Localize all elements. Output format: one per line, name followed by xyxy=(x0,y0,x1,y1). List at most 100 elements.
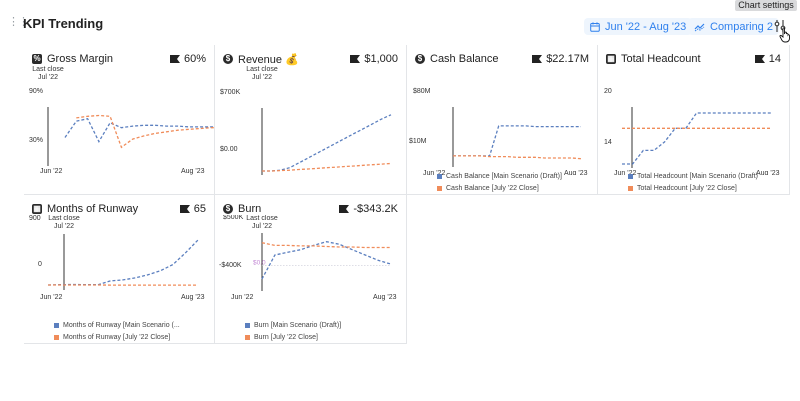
kpi-card-header: ▦ Months of Runway 65 xyxy=(32,202,206,216)
kpi-value-group: $1,000 xyxy=(350,53,398,65)
legend-swatch xyxy=(245,335,250,340)
date-range-button[interactable]: Jun '22 - Aug '23 xyxy=(584,18,693,35)
chart-legend: Burn [Main Scenario (Draft)] Burn [July '… xyxy=(245,321,341,345)
x-tick-label: Aug '23 xyxy=(181,168,205,175)
grid-icon: ▦ xyxy=(32,204,42,214)
series-line-close[interactable] xyxy=(261,242,391,249)
y-tick-label: $10M xyxy=(409,138,427,145)
series-line-main[interactable] xyxy=(622,112,771,165)
kpi-card-header: $ Burn -$343.2K xyxy=(223,202,398,216)
date-range-label: Jun '22 - Aug '23 xyxy=(605,20,687,33)
series-line-main[interactable] xyxy=(453,125,581,157)
compare-icon xyxy=(694,23,705,31)
y-tick-label: 900 xyxy=(29,215,41,222)
legend-item[interactable]: Cash Balance [July '22 Close] xyxy=(437,184,562,193)
x-tick-label: Aug '23 xyxy=(564,170,588,175)
x-tick-label: Aug '23 xyxy=(373,294,397,301)
legend-label: Months of Runway [Main Scenario (... xyxy=(63,322,180,329)
legend-item[interactable]: Total Headcount [July '22 Close] xyxy=(628,184,758,193)
hand-cursor-icon xyxy=(779,27,790,43)
dollar-icon: $ xyxy=(223,204,233,214)
drag-handle-icon[interactable]: ⋮⋮ xyxy=(8,16,29,28)
last-close-label: Jul '22 xyxy=(54,223,74,230)
legend-item[interactable]: Months of Runway [Main Scenario (... xyxy=(54,321,180,330)
y-tick-label: 20 xyxy=(604,88,612,95)
kpi-card-burn[interactable]: $ Burn -$343.2K $500K -$400K Jun '22 Aug '23 La… xyxy=(215,195,407,344)
legend-item[interactable]: Burn [July '22 Close] xyxy=(245,333,341,342)
kpi-name: Gross Margin xyxy=(47,53,114,65)
kpi-value: 60% xyxy=(183,53,206,65)
last-close-label: Last close xyxy=(48,215,80,222)
y-tick-label: $700K xyxy=(220,89,241,96)
last-close-label: Jul '22 xyxy=(252,223,272,230)
flag-icon xyxy=(754,55,765,63)
kpi-value: 14 xyxy=(768,53,781,65)
legend-swatch xyxy=(54,335,59,340)
legend-swatch xyxy=(437,186,442,191)
kpi-card-header: $ Revenue 💰 $1,000 xyxy=(223,52,398,66)
y-tick-label: $500K xyxy=(223,215,244,221)
kpi-name: Revenue 💰 xyxy=(238,53,299,66)
comparing-button[interactable]: Comparing 2 xyxy=(688,18,779,35)
series-line-close[interactable] xyxy=(453,155,582,160)
x-tick-label: Jun '22 xyxy=(614,170,636,175)
legend-swatch xyxy=(245,323,250,328)
kpi-card-months-of-runway[interactable]: ▦ Months of Runway 65 900 0 Jun '22 Aug '23 Las… xyxy=(24,195,215,344)
x-tick-label: Jun '22 xyxy=(40,168,62,175)
series-line-close[interactable] xyxy=(262,162,392,172)
series-line-main[interactable] xyxy=(262,114,392,172)
series-line-main[interactable] xyxy=(261,241,392,280)
legend-item[interactable]: Cash Balance [Main Scenario (Draft)] xyxy=(437,172,562,181)
calendar-icon xyxy=(590,21,600,32)
legend-label: Total Headcount [Main Scenario (Draft) xyxy=(637,173,758,180)
kpi-chart[interactable]: 20 14 Jun '22 Aug '23 xyxy=(598,65,790,175)
flag-icon xyxy=(169,55,180,63)
series-line-close[interactable] xyxy=(76,114,215,149)
kpi-card-total-headcount[interactable]: ▦ Total Headcount 14 20 14 Jun '22 Aug '23 Tota… xyxy=(598,45,790,195)
series-line-main[interactable] xyxy=(47,239,199,286)
y-tick-label: -$400K xyxy=(219,262,242,269)
x-tick-label: Aug '23 xyxy=(181,294,205,301)
kpi-name: Burn xyxy=(238,203,262,215)
kpi-card-cash-balance[interactable]: $ Cash Balance $22.17M $80M $10M Jun '22 Aug '… xyxy=(407,45,598,195)
y-tick-label: 0 xyxy=(38,261,42,268)
dollar-icon: $ xyxy=(415,54,425,64)
kpi-card-header: $ Cash Balance $22.17M xyxy=(415,52,589,66)
series-line-main[interactable] xyxy=(64,117,215,143)
kpi-card-header: ▦ Total Headcount 14 xyxy=(606,52,781,66)
chart-legend: Cash Balance [Main Scenario (Draft)] Cash… xyxy=(437,172,562,196)
flag-icon xyxy=(532,55,543,63)
y-tick-label: $80M xyxy=(413,88,431,95)
y-tick-label: 30% xyxy=(29,137,43,144)
kpi-value-group: 14 xyxy=(754,53,781,65)
grid-icon: ▦ xyxy=(606,54,616,64)
kpi-value: -$343.2K xyxy=(353,203,398,215)
kpi-value: 65 xyxy=(193,203,206,215)
kpi-value: $1,000 xyxy=(364,53,398,65)
chart-legend: Total Headcount [Main Scenario (Draft) To… xyxy=(628,172,758,196)
y-tick-label: $0.00 xyxy=(220,146,238,153)
legend-label: Cash Balance [Main Scenario (Draft)] xyxy=(446,173,562,180)
legend-item[interactable]: Months of Runway [July '22 Close] xyxy=(54,333,180,342)
kpi-card-header: % Gross Margin 60% xyxy=(32,52,206,66)
zero-annotation: $0.0 xyxy=(253,260,266,267)
kpi-chart[interactable]: $80M $10M Jun '22 Aug '23 xyxy=(407,65,598,175)
legend-label: Burn [Main Scenario (Draft)] xyxy=(254,322,342,329)
kpi-card-gross-margin[interactable]: % Gross Margin 60% 90% 30% Jun '22 Aug '23 Last… xyxy=(24,45,215,220)
last-close-label: Jul '22 xyxy=(252,74,272,81)
kpi-value-group: 65 xyxy=(179,203,206,215)
kpi-name: Months of Runway xyxy=(47,203,139,215)
chart-legend: Months of Runway [Main Scenario (... Mont… xyxy=(54,321,180,345)
percent-icon: % xyxy=(32,54,42,64)
kpi-header: ⋮⋮ KPI Trending Jun '22 - Aug '23 Compar… xyxy=(0,0,800,44)
legend-item[interactable]: Burn [Main Scenario (Draft)] xyxy=(245,321,341,330)
last-close-label: Jul '22 xyxy=(38,74,58,81)
legend-item[interactable]: Total Headcount [Main Scenario (Draft) xyxy=(628,172,758,181)
flag-icon xyxy=(350,55,361,63)
legend-label: Cash Balance [July '22 Close] xyxy=(446,185,539,192)
